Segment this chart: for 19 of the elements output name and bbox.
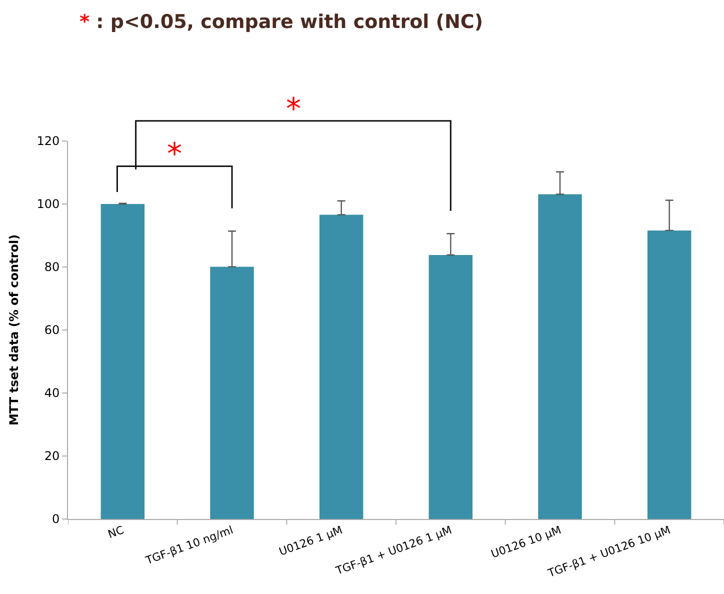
text: *: [286, 92, 301, 127]
bar: [647, 230, 692, 519]
y-axis-title: MTT tset data (% of control): [6, 234, 21, 426]
annotation: *: [167, 137, 182, 172]
y-tick-label: 60: [44, 323, 60, 338]
y-tick-label: 0: [52, 512, 60, 526]
y-tick-label: 40: [44, 386, 60, 400]
bar: [538, 194, 582, 519]
bar: [428, 255, 473, 519]
bar: [319, 214, 364, 519]
x-tick-label: U0126 10 µM: [489, 523, 563, 561]
bar: [210, 266, 254, 519]
y-tick-label: 80: [44, 260, 60, 274]
bar: [100, 204, 145, 519]
y-tick-label: 100: [36, 197, 60, 212]
chart-title: * : p<0.05, compare with control (NC): [80, 11, 484, 34]
x-tick-label: NC: [106, 523, 126, 542]
y-tick-label: 120: [36, 134, 60, 148]
y-tick-label: 20: [44, 449, 60, 464]
